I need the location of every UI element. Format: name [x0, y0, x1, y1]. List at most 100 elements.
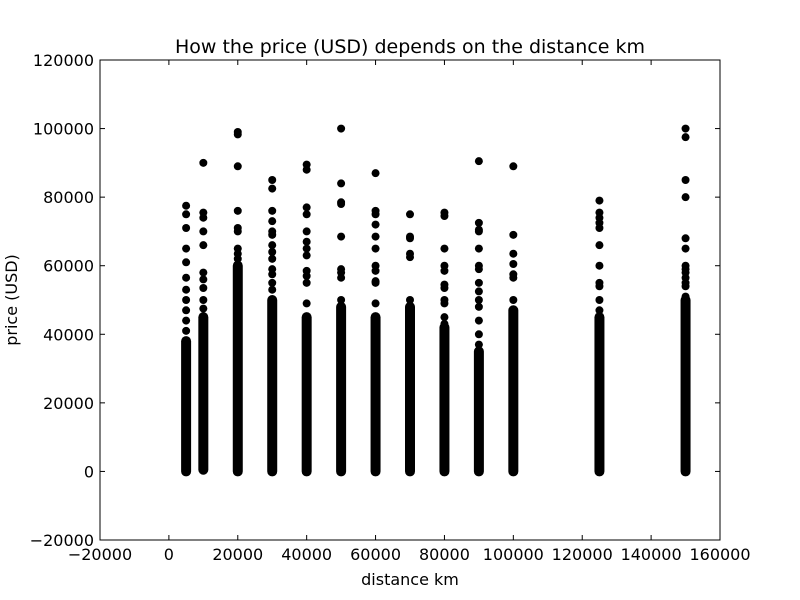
data-point: [337, 232, 346, 241]
data-point: [406, 210, 414, 219]
data-point: [474, 265, 483, 274]
dense-point-cluster: [473, 346, 484, 477]
x-axis: −20000 0 20000 40000 60000 80000 100000 120000 1…: [68, 60, 751, 564]
data-point: [681, 282, 690, 291]
data-point: [337, 179, 346, 188]
dense-point-cluster: [439, 322, 450, 477]
data-point: [233, 227, 242, 236]
data-point: [302, 244, 311, 253]
dense-point-cluster: [198, 312, 209, 475]
data-point: [337, 296, 346, 304]
y-tick-label: 100000: [33, 120, 94, 139]
y-tick-label: 20000: [43, 394, 94, 413]
data-point: [371, 232, 380, 241]
x-tick-label: −20000: [68, 545, 132, 564]
data-point: [337, 124, 346, 133]
data-point: [199, 275, 208, 284]
x-tick-label: 140000: [621, 545, 682, 564]
dense-point-cluster: [267, 295, 278, 477]
data-point: [302, 165, 311, 174]
x-tick-label: 160000: [689, 545, 750, 564]
data-point: [371, 220, 380, 229]
x-tick-label: 100000: [483, 545, 544, 564]
data-point: [371, 210, 380, 219]
data-point: [406, 296, 414, 304]
data-point: [474, 287, 483, 296]
x-tick-label: 80000: [419, 545, 470, 564]
data-point: [474, 218, 483, 227]
data-point: [268, 230, 277, 239]
data-point: [302, 203, 311, 212]
data-point: [406, 253, 414, 262]
data-point: [509, 273, 518, 282]
data-point: [474, 227, 483, 236]
data-point: [302, 278, 311, 287]
dense-point-cluster: [181, 336, 192, 477]
data-point: [681, 133, 690, 142]
y-tick-label: −20000: [30, 531, 94, 550]
data-point: [182, 244, 191, 253]
data-point: [182, 210, 191, 219]
data-point: [509, 260, 518, 268]
data-point: [474, 302, 483, 311]
data-point: [474, 157, 483, 166]
data-point: [440, 313, 449, 322]
data-point: [681, 176, 690, 184]
data-point: [440, 244, 449, 253]
x-tick-label: 60000: [350, 545, 401, 564]
data-point: [509, 162, 518, 171]
y-tick-label: 0: [84, 462, 94, 481]
x-axis-label: distance km: [361, 570, 459, 589]
data-point: [268, 248, 277, 256]
data-point: [268, 176, 277, 184]
dense-point-cluster: [370, 312, 381, 477]
x-tick-label: 20000: [212, 545, 263, 564]
data-point: [302, 237, 311, 246]
data-point: [199, 158, 208, 167]
data-point: [199, 304, 208, 313]
data-point: [268, 270, 277, 279]
data-point: [474, 278, 483, 287]
data-point: [595, 241, 604, 250]
data-point: [182, 306, 191, 315]
data-point: [474, 296, 483, 304]
data-point: [595, 196, 604, 205]
chart-title: How the price (USD) depends on the dista…: [175, 36, 645, 58]
data-point: [440, 299, 449, 308]
data-point: [268, 285, 277, 294]
data-point: [681, 234, 690, 243]
data-point: [302, 272, 311, 280]
dense-point-cluster: [405, 301, 415, 477]
dense-point-cluster: [232, 260, 243, 477]
data-point: [182, 316, 191, 325]
data-point: [440, 320, 449, 328]
data-point: [406, 234, 414, 243]
dense-point-cluster: [680, 295, 691, 477]
data-point: [302, 251, 311, 260]
data-point: [182, 201, 191, 210]
dense-point-cluster: [508, 305, 519, 477]
data-point: [182, 258, 191, 267]
data-point: [440, 212, 449, 220]
data-point: [371, 266, 380, 275]
data-point: [233, 254, 242, 263]
y-tick-label: 40000: [43, 325, 94, 344]
data-point: [302, 227, 311, 236]
data-point: [474, 244, 483, 253]
data-point: [182, 224, 191, 232]
y-tick-label: 60000: [43, 257, 94, 276]
data-point: [199, 241, 208, 250]
data-point: [595, 224, 604, 232]
data-point: [681, 124, 690, 133]
data-point: [509, 230, 518, 239]
data-point: [199, 284, 208, 292]
data-point: [182, 326, 191, 335]
data-point: [337, 273, 346, 282]
data-point: [233, 206, 242, 215]
dense-point-cluster: [301, 312, 312, 477]
data-point: [474, 330, 483, 339]
data-point: [595, 261, 604, 270]
data-point: [182, 273, 191, 282]
data-point: [509, 249, 518, 258]
